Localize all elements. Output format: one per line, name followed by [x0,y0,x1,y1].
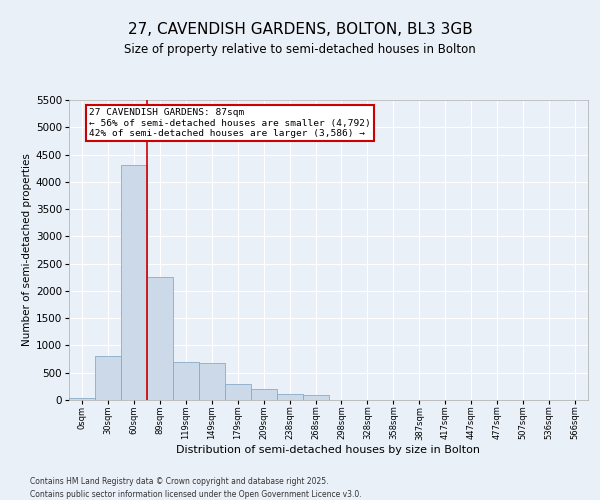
Text: Contains HM Land Registry data © Crown copyright and database right 2025.: Contains HM Land Registry data © Crown c… [30,478,329,486]
Bar [95,356,121,400]
Bar [225,384,251,400]
Bar [121,166,147,400]
Bar [251,390,277,400]
Text: 27, CAVENDISH GARDENS, BOLTON, BL3 3GB: 27, CAVENDISH GARDENS, BOLTON, BL3 3GB [128,22,472,38]
Bar [69,398,95,400]
Y-axis label: Number of semi-detached properties: Number of semi-detached properties [22,154,32,346]
Text: 27 CAVENDISH GARDENS: 87sqm
← 56% of semi-detached houses are smaller (4,792)
42: 27 CAVENDISH GARDENS: 87sqm ← 56% of sem… [89,108,371,138]
Text: Contains public sector information licensed under the Open Government Licence v3: Contains public sector information licen… [30,490,362,499]
Bar [199,363,224,400]
X-axis label: Distribution of semi-detached houses by size in Bolton: Distribution of semi-detached houses by … [176,445,481,455]
Bar [173,362,199,400]
Bar [277,394,302,400]
Text: Size of property relative to semi-detached houses in Bolton: Size of property relative to semi-detach… [124,42,476,56]
Bar [147,278,173,400]
Bar [302,394,329,400]
